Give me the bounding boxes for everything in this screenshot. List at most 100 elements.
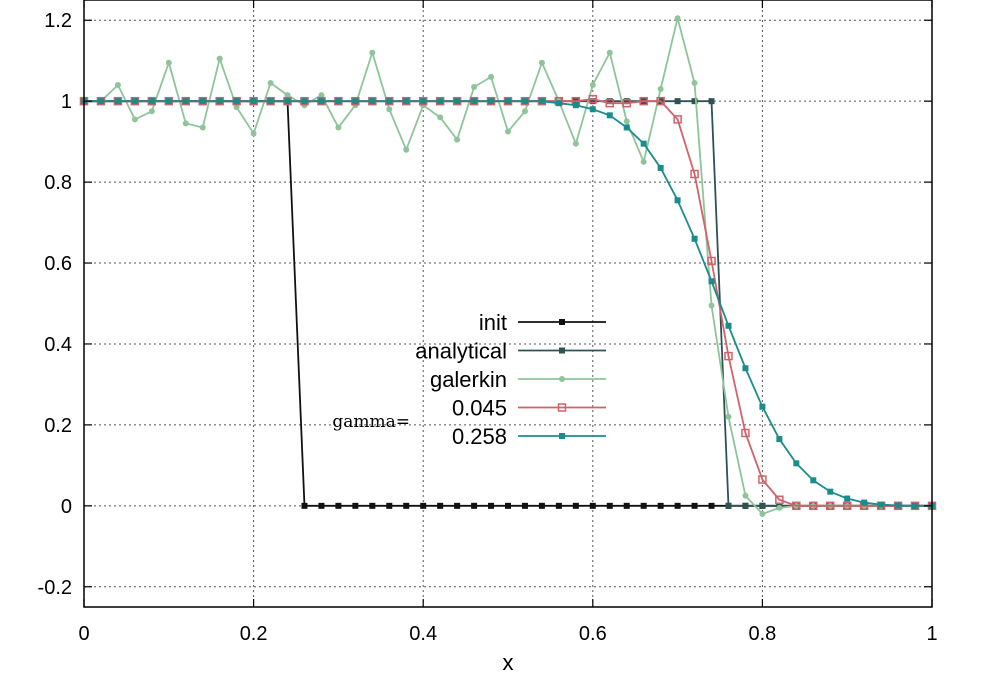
data-point [810, 477, 817, 484]
plot-frame [83, 0, 933, 608]
y-tick-label: 1.2 [44, 10, 72, 32]
data-point [657, 164, 664, 171]
data-point [216, 98, 223, 105]
data-point [606, 112, 613, 119]
data-point [707, 256, 716, 266]
data-point [521, 502, 528, 509]
data-point [674, 197, 681, 204]
data-point [114, 81, 121, 88]
data-point [742, 492, 749, 499]
legend-marker [557, 403, 567, 412]
data-point [165, 59, 172, 66]
data-point [708, 278, 715, 285]
data-point [335, 502, 342, 509]
series-line [84, 100, 932, 507]
data-point [369, 502, 376, 509]
data-point [708, 502, 715, 509]
data-point [488, 73, 495, 80]
data-point [454, 136, 461, 143]
data-point [759, 510, 766, 517]
data-point [437, 502, 444, 509]
data-point [793, 460, 800, 467]
data-point [505, 98, 511, 105]
data-point [403, 98, 410, 105]
series-layer [79, 15, 937, 517]
data-point [97, 98, 104, 105]
data-point [691, 98, 698, 105]
data-point [708, 302, 715, 309]
data-point [335, 124, 342, 131]
y-tick-label: 0.2 [44, 415, 72, 437]
legend-marker [559, 319, 565, 325]
series-0 [81, 98, 935, 509]
data-point [284, 98, 291, 105]
data-point [639, 96, 648, 106]
data-point [420, 98, 427, 105]
data-point [521, 98, 528, 105]
data-point [471, 84, 478, 91]
data-point [895, 502, 902, 509]
data-point [589, 106, 596, 113]
data-point [318, 502, 325, 509]
data-point [301, 98, 308, 105]
data-point [420, 502, 427, 509]
data-point [674, 502, 681, 509]
data-point [538, 59, 545, 66]
series-1 [81, 98, 935, 509]
data-point [606, 502, 613, 509]
x-tick-label: 0.6 [579, 623, 607, 645]
data-point [725, 413, 732, 420]
data-point [842, 501, 852, 511]
data-point [488, 98, 495, 105]
legend-marker [559, 347, 565, 354]
data-point [555, 100, 562, 107]
data-point [521, 108, 528, 115]
data-point [148, 98, 155, 105]
data-point [352, 502, 359, 509]
data-point [182, 98, 189, 105]
data-point [588, 94, 598, 104]
data-point [827, 488, 834, 495]
x-axis-label: x [503, 650, 514, 675]
data-point [369, 49, 376, 56]
series-4 [81, 98, 935, 509]
data-point [199, 98, 206, 105]
data-point [691, 79, 698, 86]
y-tick-label: 0.8 [44, 172, 72, 194]
data-point [454, 98, 461, 105]
data-point [725, 322, 732, 329]
data-point [657, 502, 664, 509]
data-point [844, 495, 851, 502]
data-point [216, 55, 223, 62]
data-point [572, 502, 579, 509]
y-tick-label: 0.6 [44, 253, 72, 275]
data-point [233, 104, 240, 111]
data-point [674, 15, 681, 22]
data-point [775, 495, 784, 505]
data-point [318, 92, 325, 99]
x-tick-label: 0 [78, 623, 89, 645]
x-tick-label: 0.4 [409, 623, 437, 645]
data-point [505, 502, 511, 509]
data-point [267, 79, 274, 86]
data-point [555, 502, 562, 509]
data-point [267, 98, 274, 105]
data-point [657, 86, 664, 93]
data-point [386, 98, 393, 105]
data-point [742, 502, 749, 509]
data-point [572, 102, 579, 109]
data-point [131, 98, 138, 105]
data-point [233, 98, 240, 105]
data-point [589, 98, 596, 105]
legend-prefix-label: gamma= [332, 412, 410, 432]
legend-label: 0.045 [452, 396, 507, 421]
data-point [505, 128, 511, 135]
data-point [199, 124, 206, 131]
data-point [741, 428, 750, 438]
data-point [403, 502, 410, 509]
data-point [825, 501, 835, 511]
data-point [148, 108, 155, 115]
data-point [878, 501, 885, 508]
x-tick-label: 1 [926, 623, 937, 645]
